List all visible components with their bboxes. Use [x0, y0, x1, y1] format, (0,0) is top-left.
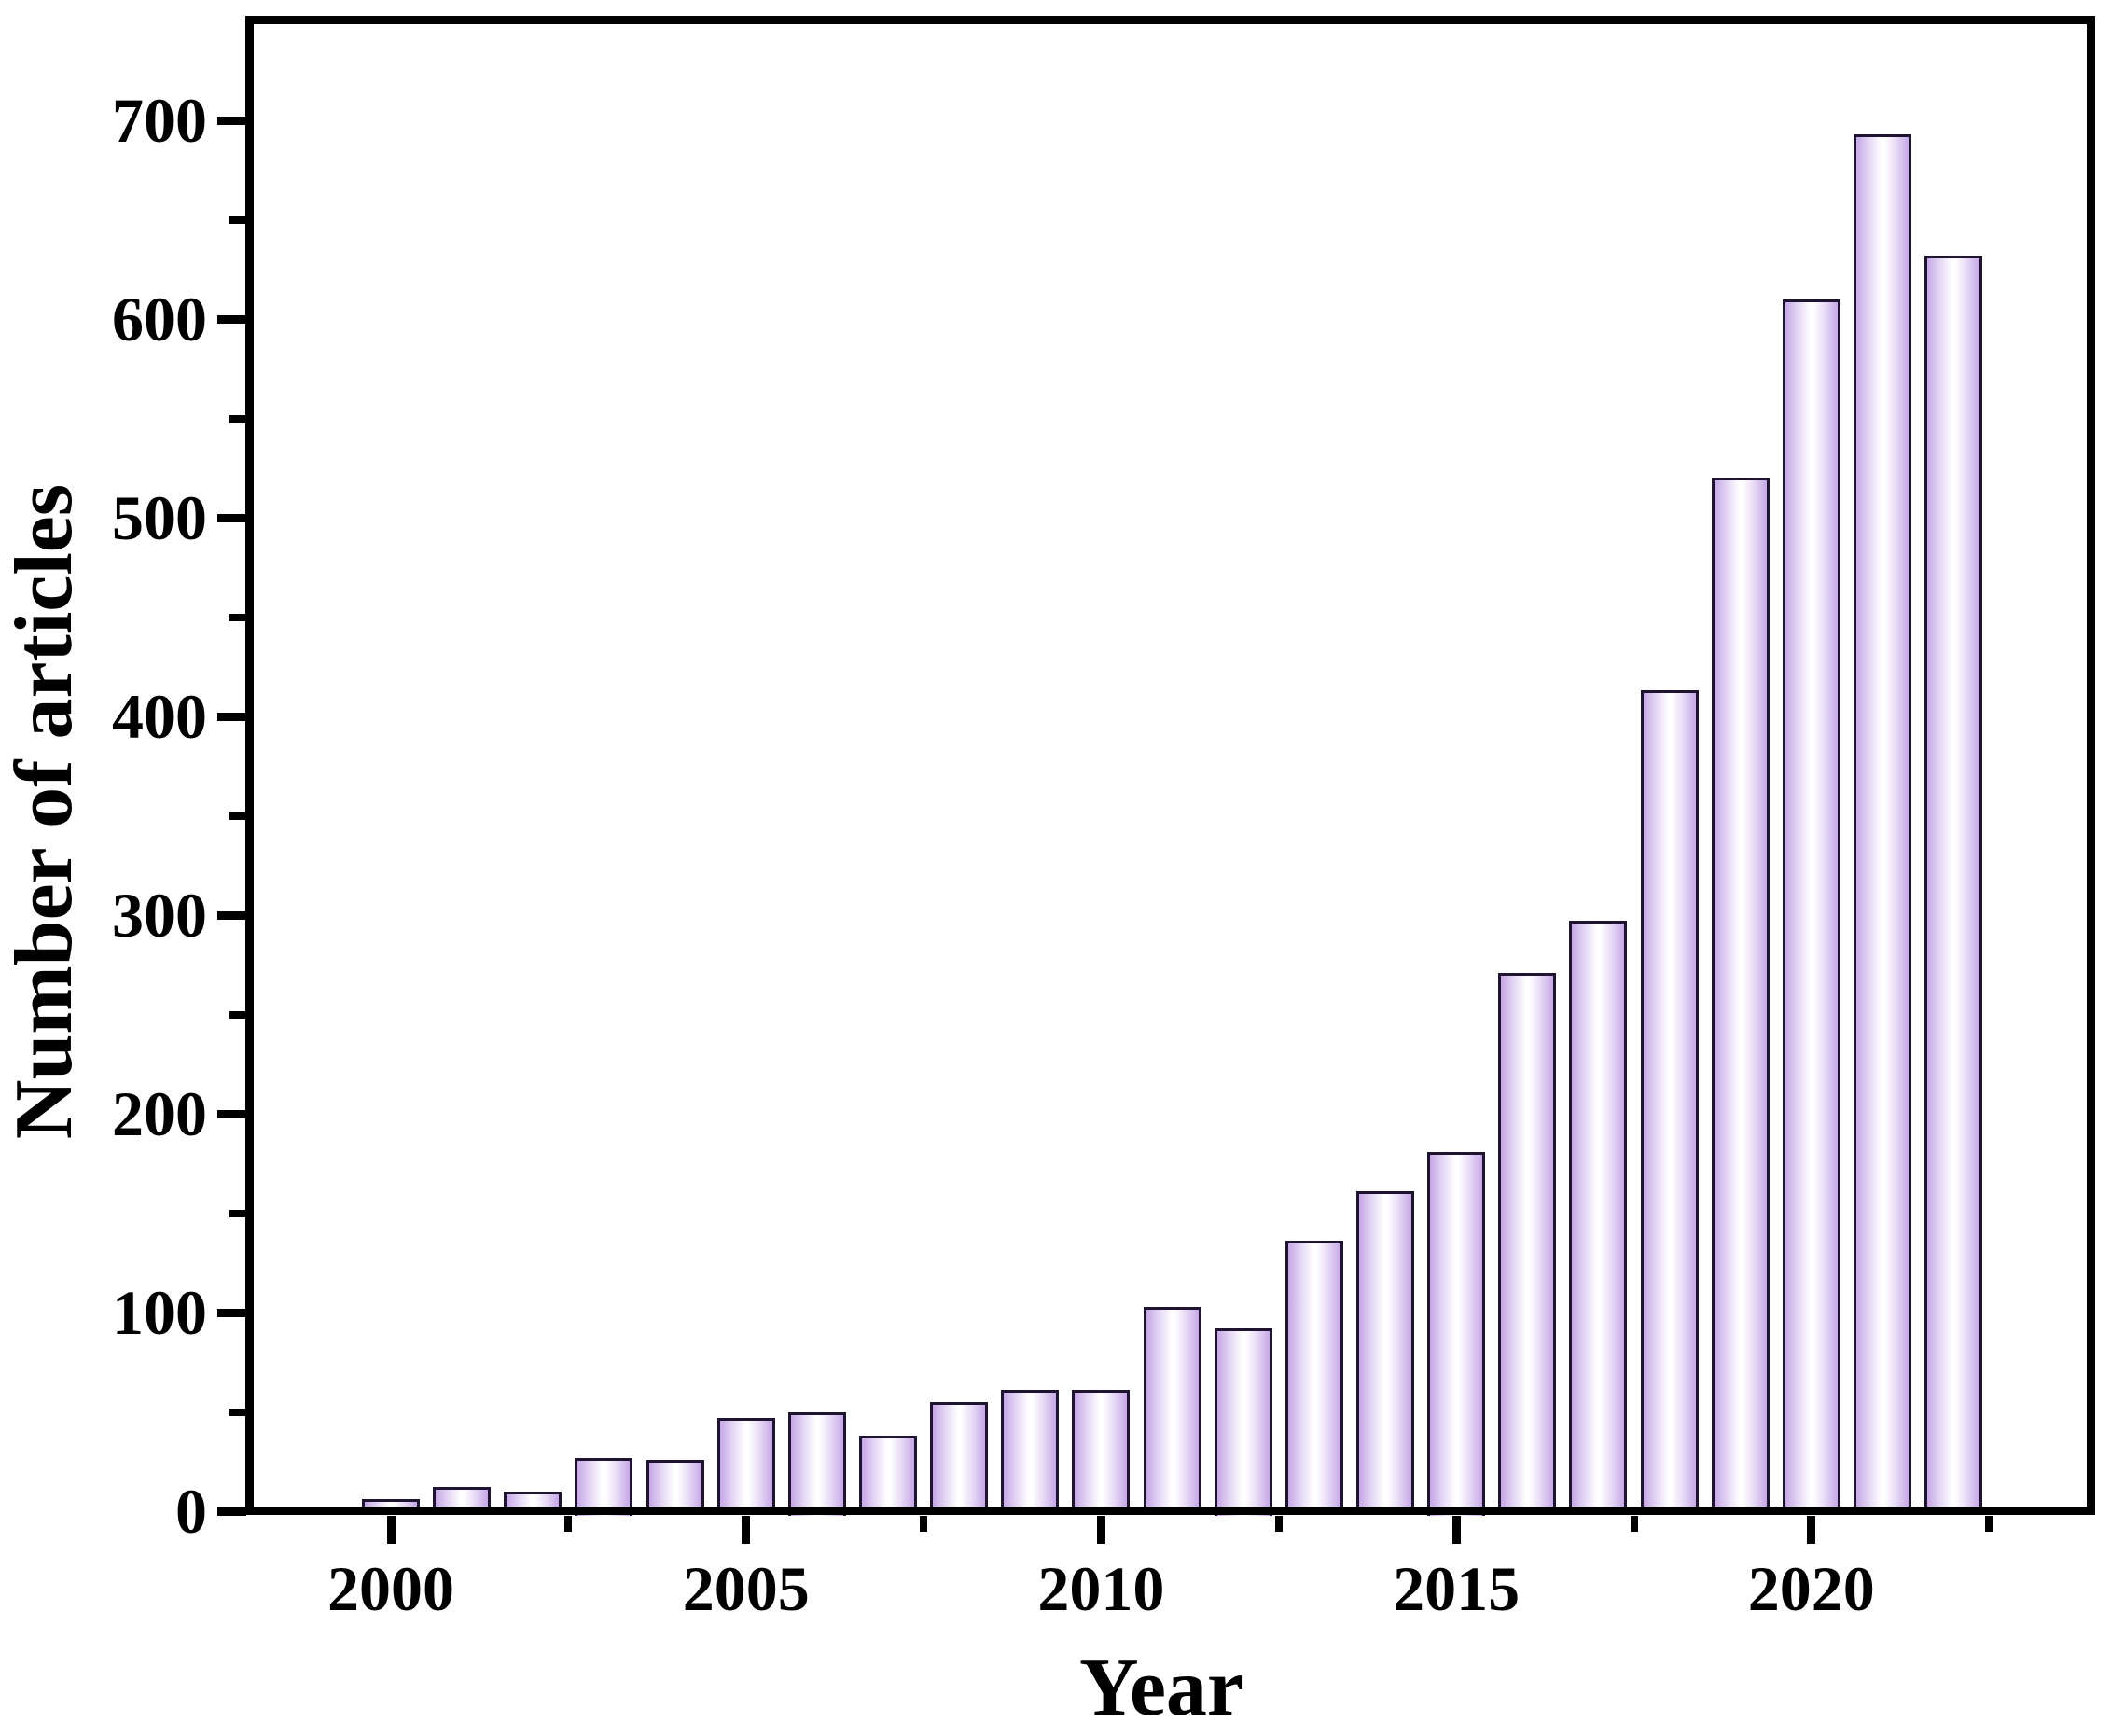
x-axis-major-tick: [1451, 1515, 1461, 1544]
bar-2008: [930, 1401, 989, 1516]
bar-2015: [1427, 1151, 1486, 1516]
bar-2003: [575, 1457, 633, 1516]
x-axis-minor-tick: [1630, 1515, 1638, 1532]
bar-2020: [1782, 299, 1840, 1516]
x-axis-minor-tick: [1985, 1515, 1993, 1532]
bar-2019: [1711, 478, 1770, 1516]
bar-2014: [1356, 1191, 1414, 1516]
x-axis-minor-tick: [1274, 1515, 1283, 1532]
x-tick-label-2010: 2010: [1037, 1553, 1165, 1624]
plot-area-border: [245, 16, 2095, 1515]
x-axis-major-tick: [1807, 1515, 1816, 1544]
x-axis-title: Year: [1079, 1643, 1243, 1733]
bar-2010: [1072, 1390, 1131, 1516]
y-axis-major-tick: [216, 1507, 246, 1516]
y-axis-major-tick: [216, 910, 246, 920]
bar-2004: [646, 1459, 704, 1516]
x-tick-label-2000: 2000: [327, 1553, 454, 1624]
bar-2022: [1924, 255, 1983, 1516]
bar-2006: [787, 1411, 846, 1516]
y-axis-major-tick: [216, 712, 246, 721]
bar-2011: [1143, 1306, 1201, 1516]
y-axis-minor-tick: [229, 414, 246, 423]
y-tick-label-700: 700: [112, 85, 207, 156]
x-axis-minor-tick: [920, 1515, 927, 1532]
y-axis-minor-tick: [229, 1010, 246, 1019]
bar-2005: [716, 1417, 775, 1516]
y-axis-major-tick: [216, 314, 246, 324]
x-axis-major-tick: [386, 1515, 396, 1544]
y-tick-label-100: 100: [112, 1277, 207, 1348]
bar-2013: [1285, 1241, 1343, 1516]
y-axis-major-tick: [216, 1109, 246, 1118]
bar-2016: [1498, 972, 1557, 1516]
x-axis-major-tick: [742, 1515, 751, 1544]
x-axis-major-tick: [1096, 1515, 1105, 1544]
y-axis-major-tick: [216, 513, 246, 522]
y-tick-label-200: 200: [112, 1078, 207, 1149]
bar-2017: [1569, 921, 1628, 1516]
y-axis-minor-tick: [229, 1408, 246, 1416]
y-axis-major-tick: [216, 1308, 246, 1317]
y-axis-minor-tick: [229, 812, 246, 820]
y-tick-label-0: 0: [175, 1476, 207, 1547]
bar-2018: [1640, 690, 1699, 1516]
y-tick-label-300: 300: [112, 880, 207, 951]
x-axis-minor-tick: [564, 1515, 573, 1532]
bar-2009: [1001, 1390, 1060, 1516]
x-tick-label-2015: 2015: [1393, 1553, 1521, 1624]
y-axis-minor-tick: [229, 613, 246, 621]
bar-2007: [859, 1436, 917, 1516]
y-axis-title: Number of articles: [0, 483, 90, 1140]
x-tick-label-2020: 2020: [1747, 1553, 1875, 1624]
bar-2012: [1214, 1328, 1272, 1516]
y-tick-label-600: 600: [112, 284, 207, 354]
y-tick-label-400: 400: [112, 681, 207, 752]
y-axis-minor-tick: [229, 215, 246, 224]
y-axis-major-tick: [216, 116, 246, 125]
bar-2021: [1853, 133, 1911, 1516]
y-axis-minor-tick: [229, 1209, 246, 1217]
y-tick-label-500: 500: [112, 482, 207, 553]
x-tick-label-2005: 2005: [682, 1553, 810, 1624]
